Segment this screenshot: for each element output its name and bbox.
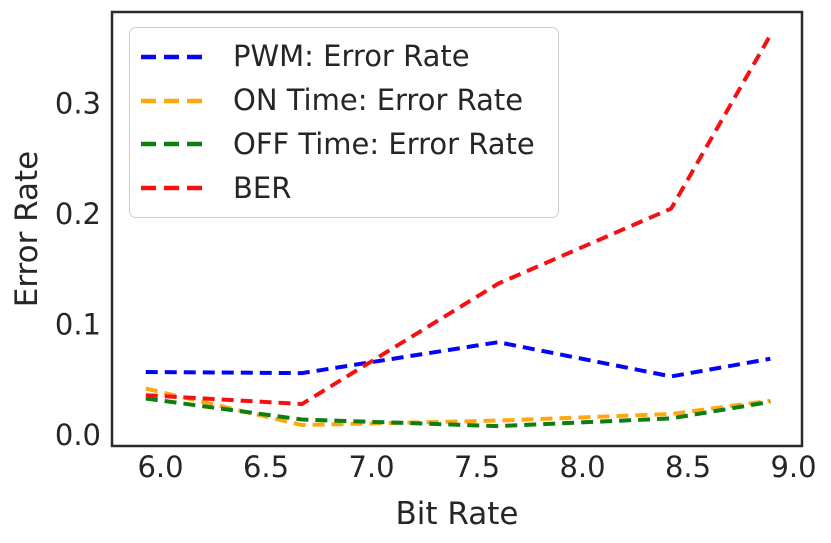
legend-label: BER [233, 170, 292, 205]
series-line-off-time-error-rate [145, 396, 771, 429]
legend-line-sample [141, 185, 207, 191]
x-tick-label: 8.0 [559, 450, 605, 484]
y-axis-label: Error Rate [9, 150, 45, 308]
x-tick-label: 6.5 [243, 450, 289, 484]
legend-entry: BER [141, 166, 548, 210]
series-line-pwm-error-rate [145, 340, 771, 379]
y-tick-label: 0.3 [55, 87, 101, 121]
legend-line-sample [141, 142, 207, 147]
y-tick-label: 0.0 [55, 418, 101, 452]
series-line-ber [145, 34, 773, 407]
legend-label: PWM: Error Rate [233, 39, 470, 74]
y-tick-label: 0.2 [55, 197, 101, 231]
y-tick-label: 0.1 [55, 308, 101, 342]
legend-entry: OFF Time: Error Rate [141, 123, 548, 167]
x-tick-label: 9.0 [770, 450, 816, 484]
x-axis-label: Bit Rate [395, 496, 519, 532]
legend-label: OFF Time: Error Rate [233, 126, 535, 161]
series-line-on-time-error-rate [145, 386, 771, 428]
x-tick-label: 7.0 [348, 450, 394, 484]
legend-entry: ON Time: Error Rate [141, 79, 548, 123]
legend: PWM: Error Rate ON Time: Error Rate OFF Ti… [129, 27, 559, 218]
legend-line-sample [141, 98, 207, 103]
legend-entry: PWM: Error Rate [141, 35, 548, 79]
legend-line-sample [141, 54, 207, 60]
x-tick-label: 6.0 [137, 450, 183, 484]
x-tick-label: 8.5 [665, 450, 711, 484]
legend-label: ON Time: Error Rate [233, 83, 524, 118]
axes-spines [110, 10, 804, 448]
x-tick-label: 7.5 [454, 450, 500, 484]
